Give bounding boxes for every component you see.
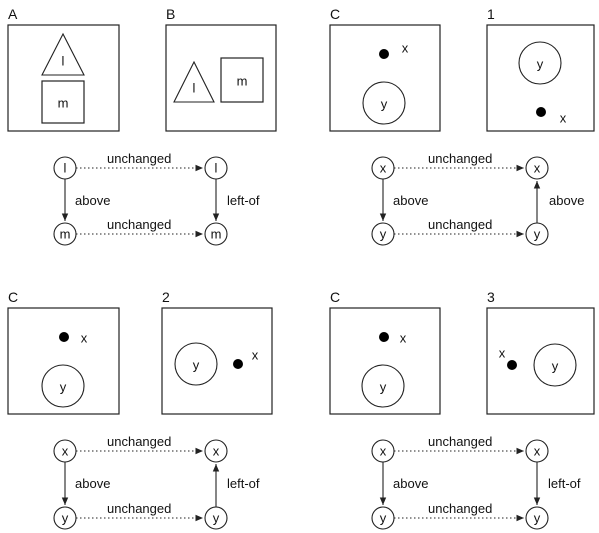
- panel-b-box: [165, 24, 277, 132]
- node-m-label: m: [211, 227, 222, 242]
- object-x-label: x: [81, 331, 88, 346]
- object-y-label: y: [381, 97, 388, 112]
- object-y-label: y: [537, 57, 544, 72]
- object-x-dot: [379, 332, 389, 342]
- panel-c-box: [329, 24, 441, 132]
- triangle-l-label: l: [62, 54, 65, 69]
- object-y-circle: [174, 342, 218, 386]
- node-y-label: y: [62, 511, 69, 526]
- edge-label-unchanged: unchanged: [107, 434, 171, 449]
- object-x-label: x: [252, 348, 259, 363]
- edge-label-unchanged: unchanged: [428, 501, 492, 516]
- edge-label-above: above: [75, 193, 110, 208]
- object-y-circle: [518, 41, 562, 85]
- node-y-label: y: [213, 511, 220, 526]
- object-x-label: x: [560, 111, 567, 126]
- object-y-circle: [41, 364, 85, 408]
- object-x-dot: [233, 359, 243, 369]
- edge-label-above: above: [549, 193, 584, 208]
- edge-label-left-of: left-of: [227, 476, 260, 491]
- panel-3-box: [486, 307, 595, 415]
- node-x-label: x: [534, 161, 541, 176]
- object-x-dot: [507, 360, 517, 370]
- node-y-label: y: [380, 227, 387, 242]
- node-y: [525, 506, 549, 530]
- square-m-label: m: [58, 96, 69, 111]
- node-m: [204, 222, 228, 246]
- edge-label-above: above: [393, 476, 428, 491]
- square-m: [220, 57, 264, 103]
- node-m-label: m: [60, 227, 71, 242]
- triangle-l: [173, 60, 215, 103]
- object-x-label: x: [400, 331, 407, 346]
- object-x-dot: [536, 107, 546, 117]
- object-y-circle: [362, 81, 406, 125]
- panel-label-a: A: [8, 6, 18, 22]
- object-x-label: x: [499, 346, 506, 361]
- node-l-label: l: [64, 161, 67, 176]
- panel-label-1: 1: [487, 6, 495, 22]
- object-x-dot: [59, 332, 69, 342]
- edge-label-unchanged: unchanged: [428, 217, 492, 232]
- node-x-label: x: [213, 444, 220, 459]
- panel-c-box: [7, 307, 120, 415]
- edge-label-above: above: [75, 476, 110, 491]
- edge-label-above: above: [393, 193, 428, 208]
- node-x-label: x: [534, 444, 541, 459]
- panel-2-box: [161, 307, 273, 415]
- node-x: [204, 439, 228, 463]
- node-l-label: l: [215, 161, 218, 176]
- object-y-circle: [361, 364, 405, 408]
- node-y-label: y: [534, 511, 541, 526]
- panel-c-box: [329, 307, 441, 415]
- edge-label-unchanged: unchanged: [107, 151, 171, 166]
- node-x-label: x: [62, 444, 69, 459]
- panel-label-3: 3: [487, 289, 495, 305]
- panel-1-box: [486, 24, 595, 132]
- edge-label-unchanged: unchanged: [107, 217, 171, 232]
- object-y-label: y: [193, 358, 200, 373]
- edge-label-unchanged: unchanged: [107, 501, 171, 516]
- panel-label-c: C: [330, 6, 340, 22]
- object-y-label: y: [552, 359, 559, 374]
- object-x-dot: [379, 49, 389, 59]
- node-x-label: x: [380, 444, 387, 459]
- node-x: [525, 156, 549, 180]
- object-y-label: y: [60, 380, 67, 395]
- panel-label-c: C: [330, 289, 340, 305]
- edge-label-unchanged: unchanged: [428, 151, 492, 166]
- square-m: [41, 80, 85, 124]
- object-y-circle: [533, 343, 577, 387]
- triangle-l-label: l: [193, 81, 196, 96]
- square-m-label: m: [237, 74, 248, 89]
- triangle-l: [41, 32, 85, 76]
- node-y-label: y: [534, 227, 541, 242]
- panel-label-2: 2: [162, 289, 170, 305]
- panel-label-b: B: [166, 6, 175, 22]
- node-y-label: y: [380, 511, 387, 526]
- object-y-label: y: [380, 380, 387, 395]
- node-x-label: x: [380, 161, 387, 176]
- edge-label-left-of: left-of: [548, 476, 581, 491]
- edge-label-left-of: left-of: [227, 193, 260, 208]
- panel-label-c: C: [8, 289, 18, 305]
- object-x-label: x: [402, 41, 409, 56]
- panel-a-box: [7, 24, 120, 132]
- edge-label-unchanged: unchanged: [428, 434, 492, 449]
